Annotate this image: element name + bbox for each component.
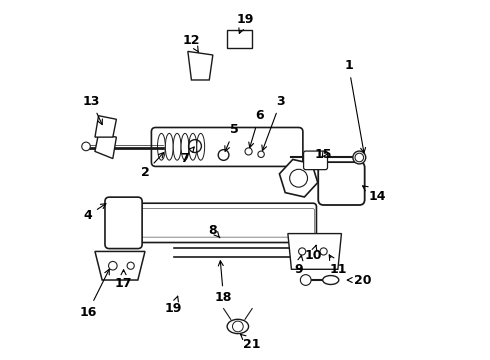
Polygon shape	[95, 116, 117, 137]
FancyBboxPatch shape	[105, 197, 142, 249]
Ellipse shape	[157, 134, 165, 160]
Text: 16: 16	[79, 269, 109, 319]
Text: 2: 2	[141, 153, 164, 179]
Text: 15: 15	[315, 148, 332, 162]
Circle shape	[300, 275, 311, 285]
Circle shape	[82, 142, 90, 151]
Text: 19: 19	[236, 13, 254, 33]
FancyBboxPatch shape	[151, 127, 303, 166]
Circle shape	[353, 151, 366, 164]
Text: 9: 9	[294, 255, 303, 276]
Ellipse shape	[323, 275, 339, 284]
Text: 21: 21	[241, 334, 261, 351]
FancyBboxPatch shape	[304, 151, 327, 170]
Text: 3: 3	[262, 95, 285, 150]
Text: 11: 11	[329, 255, 346, 276]
FancyBboxPatch shape	[123, 203, 317, 243]
Text: 4: 4	[83, 204, 106, 222]
Circle shape	[290, 169, 308, 187]
Ellipse shape	[227, 319, 248, 334]
Polygon shape	[288, 234, 342, 269]
Text: 14: 14	[363, 186, 386, 203]
Polygon shape	[95, 134, 117, 158]
Ellipse shape	[189, 134, 197, 160]
FancyBboxPatch shape	[132, 208, 315, 237]
Circle shape	[109, 261, 117, 270]
Text: 20: 20	[347, 274, 371, 287]
Ellipse shape	[181, 134, 189, 160]
Polygon shape	[95, 251, 145, 280]
Text: 12: 12	[183, 34, 200, 52]
Circle shape	[258, 151, 264, 157]
Text: 6: 6	[249, 109, 264, 148]
Circle shape	[245, 148, 252, 155]
Text: 7: 7	[180, 147, 194, 165]
Ellipse shape	[197, 134, 205, 160]
Text: 5: 5	[225, 123, 239, 151]
Circle shape	[355, 153, 364, 162]
Text: 13: 13	[83, 95, 102, 125]
Circle shape	[298, 248, 306, 255]
Circle shape	[320, 248, 327, 255]
Circle shape	[232, 321, 243, 332]
Text: 10: 10	[304, 245, 321, 261]
Ellipse shape	[173, 134, 181, 160]
Ellipse shape	[165, 134, 173, 160]
Polygon shape	[188, 51, 213, 80]
FancyBboxPatch shape	[318, 162, 365, 205]
Text: 8: 8	[209, 224, 220, 238]
Text: 1: 1	[344, 59, 366, 153]
Text: 17: 17	[115, 270, 132, 290]
Polygon shape	[227, 30, 252, 48]
Text: 19: 19	[165, 296, 182, 315]
Circle shape	[127, 262, 134, 269]
Text: 18: 18	[215, 261, 232, 305]
